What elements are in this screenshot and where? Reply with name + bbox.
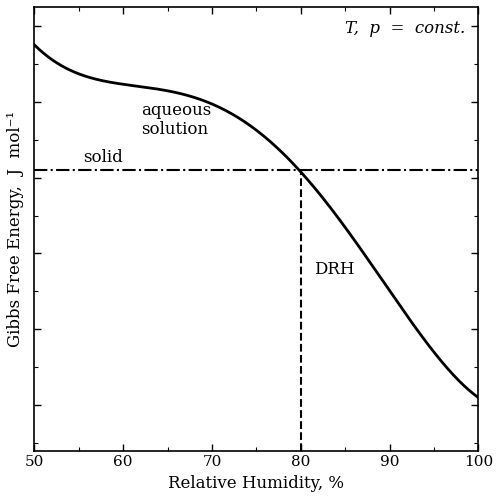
Text: DRH: DRH bbox=[314, 261, 354, 278]
X-axis label: Relative Humidity, %: Relative Humidity, % bbox=[168, 475, 344, 492]
Text: solid: solid bbox=[83, 149, 123, 166]
Text: aqueous
solution: aqueous solution bbox=[141, 102, 211, 138]
Text: T,  p  =  const.: T, p = const. bbox=[345, 20, 465, 37]
Y-axis label: Gibbs Free Energy,  J  mol⁻¹: Gibbs Free Energy, J mol⁻¹ bbox=[7, 111, 24, 347]
